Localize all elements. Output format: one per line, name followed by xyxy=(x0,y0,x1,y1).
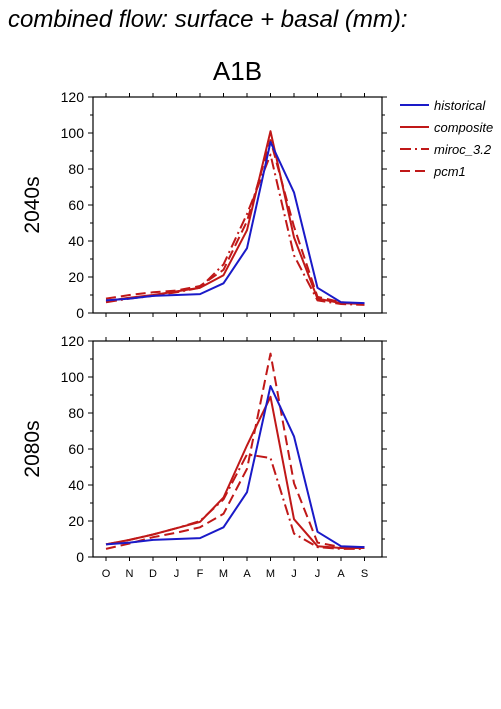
series-line-composite xyxy=(105,130,365,305)
y-tick-label: 0 xyxy=(76,305,84,321)
x-tick-label: D xyxy=(149,568,157,580)
legend-label: pcm1 xyxy=(433,164,466,179)
plot-frame-2 xyxy=(92,340,383,558)
y-tick-label: 120 xyxy=(61,333,85,349)
series-line-pcm1 xyxy=(105,352,365,550)
series-line-historical xyxy=(105,141,365,305)
scenario-title: A1B xyxy=(212,56,263,86)
series-line-historical xyxy=(105,385,365,549)
x-tick-label: J xyxy=(174,568,180,580)
y-tick-label: 20 xyxy=(68,513,84,529)
legend-label: historical xyxy=(434,98,486,113)
y-tick-label: 40 xyxy=(68,477,84,493)
legend-label: composite xyxy=(434,120,493,135)
y-tick-label: 80 xyxy=(68,405,84,421)
y-tick-label: 0 xyxy=(76,549,84,565)
x-tick-label: S xyxy=(361,568,368,580)
y-tick-label: 100 xyxy=(61,369,85,385)
series-line-miroc-3-2 xyxy=(105,453,365,550)
x-tick-label: J xyxy=(315,568,321,580)
x-tick-label: J xyxy=(291,568,297,580)
x-tick-label: N xyxy=(126,568,134,580)
y-tick-label: 60 xyxy=(68,441,84,457)
y-tick-label: 100 xyxy=(61,125,85,141)
x-tick-label: A xyxy=(243,568,251,580)
x-tick-label: M xyxy=(219,568,228,580)
x-tick-label: F xyxy=(197,568,204,580)
chart-title: combined flow: surface + basal (mm): xyxy=(8,6,408,33)
series-line-composite xyxy=(105,395,365,549)
legend-label: miroc_3.2 xyxy=(434,142,492,157)
y-axis-label: 2040s xyxy=(21,176,44,233)
y-tick-label: 40 xyxy=(68,233,84,249)
y-tick-label: 120 xyxy=(61,89,85,105)
series-line-miroc-3-2 xyxy=(105,153,365,306)
y-tick-label: 80 xyxy=(68,161,84,177)
y-tick-label: 20 xyxy=(68,269,84,285)
y-axis-label: 2080s xyxy=(21,420,44,477)
series-line-pcm1 xyxy=(105,139,365,305)
x-tick-label: O xyxy=(102,568,111,580)
plot-frame-1 xyxy=(92,96,383,314)
x-tick-label: M xyxy=(266,568,275,580)
y-tick-label: 60 xyxy=(68,197,84,213)
x-tick-label: A xyxy=(337,568,345,580)
